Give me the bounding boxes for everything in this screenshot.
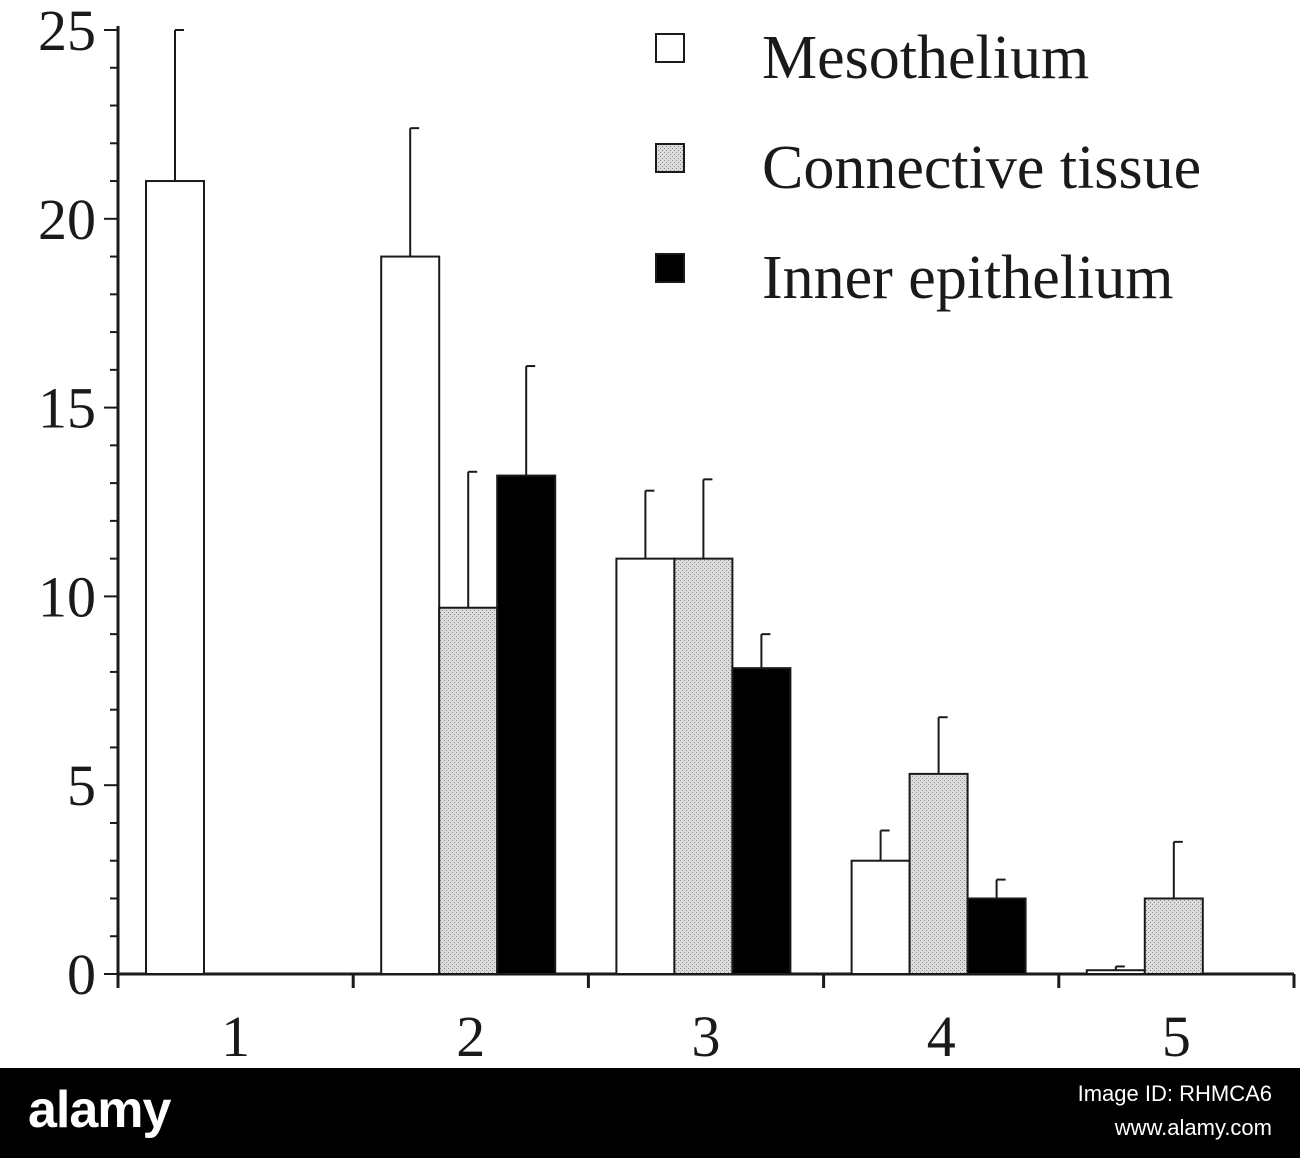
y-tick-label: 10 xyxy=(38,564,96,629)
bar-chart: 0 5 10 15 20 25 1 2 3 4 5 Mesothelium Connective t… xyxy=(38,0,1296,1068)
watermark-logo: alamy xyxy=(28,1081,171,1139)
y-tick-label: 20 xyxy=(38,187,96,252)
y-tick-label: 0 xyxy=(67,942,96,1007)
legend-label: Mesothelium xyxy=(762,24,1089,92)
bar-open xyxy=(850,859,911,975)
legend-swatch-solid xyxy=(655,253,685,283)
bar-stippled xyxy=(673,557,734,975)
x-tick-label: 3 xyxy=(692,1004,721,1068)
legend-label: Inner epithelium xyxy=(762,244,1173,312)
bar-open xyxy=(145,180,205,976)
bar-stippled xyxy=(438,606,499,976)
x-tick-label: 4 xyxy=(927,1004,956,1068)
bar-solid xyxy=(731,667,792,975)
error-bars xyxy=(174,29,1183,971)
y-axis: 0 5 10 15 20 25 xyxy=(38,0,120,1007)
watermark-bar: alamy Image ID: RHMCA6 www.alamy.com xyxy=(0,1068,1300,1158)
bar-stippled xyxy=(908,772,969,976)
x-axis: 1 2 3 4 5 xyxy=(116,972,1296,1068)
bar-stippled xyxy=(1143,897,1204,975)
y-tick-label: 25 xyxy=(38,0,96,63)
watermark-url: www.alamy.com xyxy=(1114,1115,1272,1140)
bar-solid xyxy=(496,474,557,975)
x-tick-label: 1 xyxy=(221,1004,250,1068)
y-tick-label: 5 xyxy=(67,753,96,818)
bar-solid xyxy=(966,897,1027,975)
legend-label: Connective tissue xyxy=(762,134,1201,202)
bar-open xyxy=(615,557,676,975)
legend-swatch-stippled xyxy=(655,143,685,173)
legend-swatch-open xyxy=(655,33,685,63)
bar-open xyxy=(380,255,441,975)
y-tick-label: 15 xyxy=(38,376,96,441)
x-tick-label: 2 xyxy=(456,1004,485,1068)
bar-open xyxy=(1085,969,1146,975)
x-tick-label: 5 xyxy=(1162,1004,1191,1068)
legend: Mesothelium Connective tissue Inner epithe… xyxy=(655,24,1201,312)
watermark-image-id: Image ID: RHMCA6 xyxy=(1077,1081,1272,1106)
